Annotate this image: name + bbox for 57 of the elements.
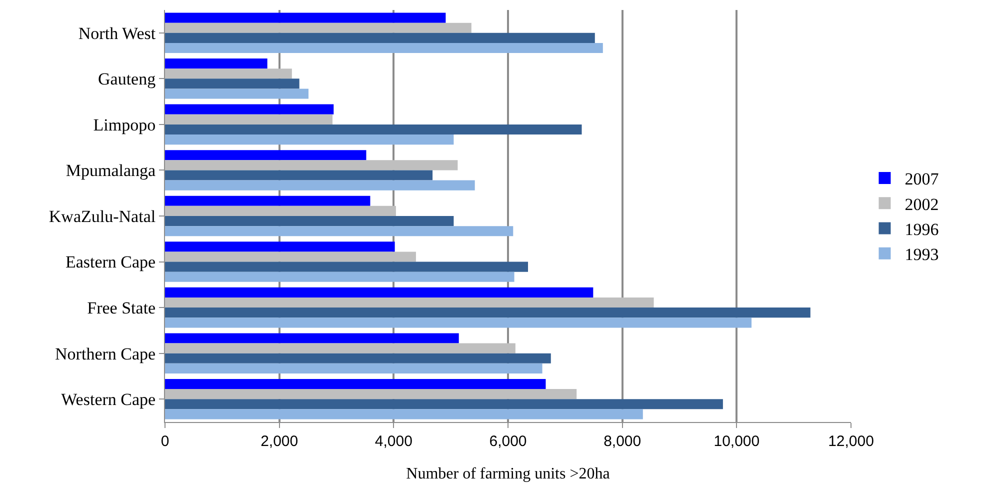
- bar: [165, 180, 475, 190]
- bar: [165, 252, 416, 262]
- x-tick-label: 2,000: [260, 433, 298, 450]
- x-axis-title: Number of farming units >20ha: [406, 466, 610, 483]
- bar: [165, 12, 446, 23]
- y-tick-label: Western Cape: [61, 390, 156, 410]
- legend-label: 2007: [904, 170, 940, 189]
- bar: [165, 226, 514, 236]
- bar: [165, 22, 472, 33]
- legend-label: 1996: [904, 220, 939, 239]
- bar: [165, 287, 594, 298]
- bar: [165, 262, 528, 272]
- x-tick-label: 10,000: [714, 433, 760, 450]
- y-tick-label: Limpopo: [93, 115, 156, 134]
- y-tick-label: North West: [78, 24, 156, 43]
- y-tick-label: Eastern Cape: [65, 252, 156, 272]
- y-tick-label: Gauteng: [98, 70, 156, 89]
- bar: [165, 78, 300, 89]
- y-tick-label: Free State: [87, 298, 156, 318]
- bar: [165, 216, 454, 226]
- bar: [165, 399, 723, 410]
- bar: [165, 134, 454, 145]
- x-tick-label: 4,000: [374, 433, 412, 450]
- bar: [165, 389, 577, 400]
- x-tick-label: 0: [160, 433, 170, 450]
- bar: [165, 318, 752, 328]
- bar: [165, 363, 542, 374]
- bar: [165, 160, 458, 170]
- legend-label: 1993: [904, 244, 939, 264]
- y-tick-label: KwaZulu-Natal: [48, 206, 156, 226]
- x-tick-label: 6,000: [489, 433, 527, 450]
- bar: [165, 32, 595, 43]
- bar: [165, 409, 643, 420]
- bar: [165, 88, 308, 99]
- bar: [165, 333, 459, 344]
- bar: [165, 353, 551, 364]
- bar: [165, 42, 603, 54]
- bar: [165, 272, 514, 282]
- bar: [165, 170, 433, 180]
- bar: [165, 114, 332, 124]
- bar: [165, 343, 516, 354]
- bar: [165, 308, 810, 318]
- bar: [165, 68, 292, 79]
- bar: [165, 378, 546, 390]
- bar: [165, 124, 582, 135]
- legend-label: 2002: [904, 194, 939, 214]
- bar: [165, 206, 396, 216]
- bar: [165, 150, 366, 160]
- y-tick-label: Mpumalanga: [66, 161, 156, 180]
- y-tick-label: Northern Cape: [55, 344, 156, 364]
- bar: [165, 196, 370, 206]
- x-tick-label: 12,000: [828, 433, 874, 450]
- bar: [165, 58, 268, 69]
- x-tick-label: 8,000: [604, 433, 642, 450]
- bar: [165, 104, 334, 114]
- bar: [165, 242, 395, 252]
- bar: [165, 297, 654, 308]
